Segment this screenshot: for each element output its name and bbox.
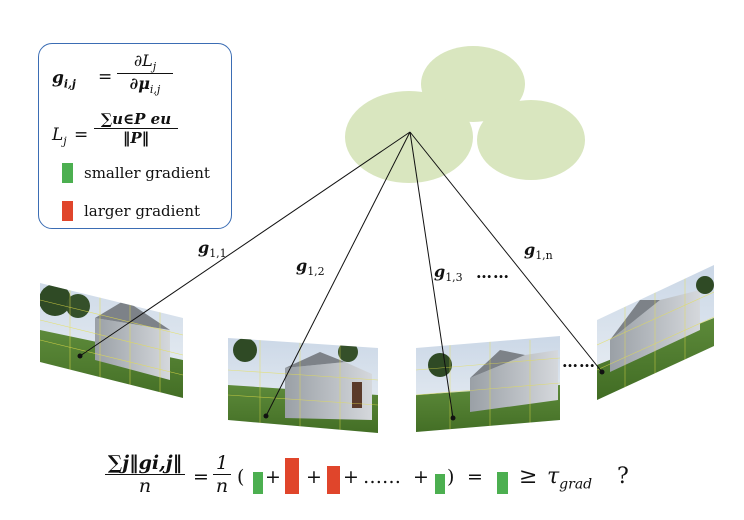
gradient-label-1-n: g1,n <box>524 240 553 263</box>
legend-label-larger: larger gradient <box>84 202 201 220</box>
formula-plus-4: + <box>413 466 429 488</box>
projection-line-3 <box>409 131 454 419</box>
formula-bar-green-result <box>497 472 508 494</box>
ellipsis-views: …… <box>562 352 596 371</box>
projection-line-2 <box>265 131 411 417</box>
formula-bar-red-2 <box>327 466 340 494</box>
formula-bar-red-1 <box>285 458 299 494</box>
formula-plus-3: + <box>343 466 359 488</box>
legend-eq2-lhs: Lj <box>52 125 67 148</box>
formula-bar-green-1 <box>253 472 263 494</box>
gradient-label-1-1: g1,1 <box>198 238 227 261</box>
formula-bar-green-2 <box>435 474 445 494</box>
formula-question: ? <box>617 464 629 489</box>
formula-plus-1: + <box>265 466 281 488</box>
formula-lhs-fraction: ∑j‖gi,j‖ n <box>105 452 185 497</box>
gaussian-ellipse-right <box>477 100 585 180</box>
formula-open-paren: ( <box>237 466 245 488</box>
camera-view-2 <box>228 338 378 433</box>
legend-eq2-fraction: ∑u∈P eu ‖P‖ <box>94 110 178 147</box>
formula-equals-1: = <box>193 466 209 488</box>
formula-equals-2: = <box>467 466 483 488</box>
gaussian-ellipse-left <box>345 91 473 183</box>
legend-label-smaller: smaller gradient <box>84 164 210 182</box>
legend-eq1-equals: = <box>98 67 113 87</box>
formula-close-paren: ) <box>447 466 455 488</box>
pixel-point-3 <box>450 415 456 421</box>
formula-plus-2: + <box>306 466 322 488</box>
formula-coef-fraction: 1 n <box>213 452 231 497</box>
mean-gradient-formula: ∑j‖gi,j‖ n = 1 n ( + + + …… + ) = ≥ τgra… <box>105 450 665 510</box>
pixel-point-1 <box>77 353 83 359</box>
gradient-label-1-3: g1,3 <box>434 262 463 285</box>
formula-geq: ≥ <box>519 464 538 489</box>
legend-swatch-smaller <box>62 163 73 183</box>
ellipsis-top: …… <box>476 263 510 282</box>
legend-eq1-lhs: gi,j <box>52 68 76 91</box>
legend-swatch-larger <box>62 201 73 221</box>
legend-eq2-equals: = <box>74 125 89 145</box>
camera-view-1 <box>40 283 183 398</box>
formula-dots: …… <box>363 466 401 488</box>
projection-line-4 <box>409 131 603 373</box>
gradient-label-1-2: g1,2 <box>296 256 325 279</box>
formula-tau: τgrad <box>547 464 593 493</box>
projection-line-1 <box>79 131 411 357</box>
camera-view-4 <box>597 265 714 400</box>
projection-lines <box>79 131 603 419</box>
camera-view-3 <box>416 336 560 432</box>
pixel-point-2 <box>263 413 269 419</box>
pixel-point-4 <box>599 369 605 375</box>
legend-eq1-fraction: ∂Lj ∂μi,j <box>117 51 173 96</box>
